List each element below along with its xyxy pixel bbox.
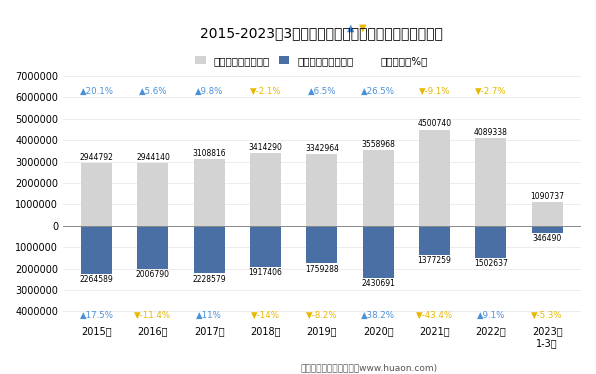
Text: 4089338: 4089338 — [474, 128, 508, 137]
Legend: 出口总额（万美元）, 进口总额（万美元）, 同比增速（%）: 出口总额（万美元）, 进口总额（万美元）, 同比增速（%） — [191, 52, 432, 70]
Text: ▼-9.1%: ▼-9.1% — [419, 86, 451, 96]
Bar — [194, 159, 225, 226]
Text: ▲6.5%: ▲6.5% — [308, 86, 336, 96]
Bar — [419, 226, 450, 255]
Bar — [250, 226, 281, 267]
Bar — [476, 226, 507, 258]
Text: ▼: ▼ — [359, 23, 367, 33]
Bar — [419, 129, 450, 226]
Text: ▲11%: ▲11% — [196, 311, 222, 320]
Bar — [250, 153, 281, 226]
Bar — [363, 226, 394, 278]
Text: ▼-43.4%: ▼-43.4% — [416, 311, 453, 320]
Text: ▲9.1%: ▲9.1% — [477, 311, 505, 320]
Text: 2944140: 2944140 — [136, 153, 170, 162]
Text: 3558968: 3558968 — [361, 140, 395, 148]
Bar — [532, 226, 563, 233]
Text: 3342964: 3342964 — [305, 144, 339, 153]
Text: ▼-2.1%: ▼-2.1% — [250, 86, 281, 96]
Text: ▼-2.7%: ▼-2.7% — [475, 86, 507, 96]
Bar — [138, 163, 169, 226]
Bar — [532, 202, 563, 226]
Title: 2015-2023年3月河南省外商投资企业进、出口额统计图: 2015-2023年3月河南省外商投资企业进、出口额统计图 — [200, 26, 443, 40]
Text: 346490: 346490 — [533, 234, 562, 243]
Text: 2264589: 2264589 — [80, 275, 113, 284]
Bar — [138, 226, 169, 269]
Text: ▼-11.4%: ▼-11.4% — [135, 311, 172, 320]
Text: 1377259: 1377259 — [418, 257, 452, 266]
Bar — [476, 138, 507, 226]
Text: ▲20.1%: ▲20.1% — [80, 86, 114, 96]
Text: ▲5.6%: ▲5.6% — [139, 86, 167, 96]
Text: ▼-8.2%: ▼-8.2% — [306, 311, 338, 320]
Text: 1917406: 1917406 — [249, 268, 283, 277]
Text: ▲38.2%: ▲38.2% — [361, 311, 395, 320]
Bar — [194, 226, 225, 273]
Bar — [81, 163, 112, 226]
Text: ▲17.5%: ▲17.5% — [80, 311, 114, 320]
Text: ▲: ▲ — [347, 23, 355, 33]
Text: 4500740: 4500740 — [418, 119, 452, 128]
Text: 2228579: 2228579 — [193, 275, 226, 283]
Text: 制图：华经产业研究院（www.huaon.com): 制图：华经产业研究院（www.huaon.com) — [301, 363, 438, 372]
Text: ▲26.5%: ▲26.5% — [361, 86, 395, 96]
Text: 1502637: 1502637 — [474, 259, 508, 268]
Text: 2944792: 2944792 — [80, 153, 114, 162]
Text: 3414290: 3414290 — [249, 142, 283, 151]
Bar — [363, 150, 394, 226]
Text: 2430691: 2430691 — [361, 279, 395, 288]
Bar — [306, 154, 337, 226]
Text: ▲9.8%: ▲9.8% — [195, 86, 224, 96]
Text: ▼-14%: ▼-14% — [251, 311, 280, 320]
Bar — [306, 226, 337, 263]
Text: 1090737: 1090737 — [530, 192, 564, 201]
Text: ▼-5.3%: ▼-5.3% — [532, 311, 563, 320]
Text: 3108816: 3108816 — [193, 149, 226, 158]
Text: 1759288: 1759288 — [305, 264, 339, 274]
Bar — [81, 226, 112, 274]
Text: 2006790: 2006790 — [136, 270, 170, 279]
